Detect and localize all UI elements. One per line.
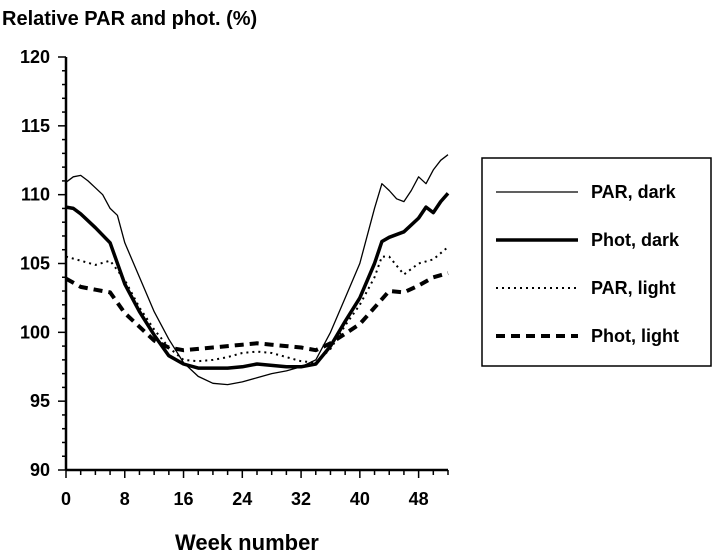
x-tick-label: 24 [232,489,252,509]
series-line-par-dark [65,154,449,386]
x-tick-label: 16 [174,489,194,509]
y-tick-label: 90 [30,460,50,480]
legend-label: Phot, light [591,326,679,346]
legend: PAR, dark Phot, dark PAR, light Phot, light [481,157,712,367]
y-tick-label: 100 [20,322,50,342]
legend-label: PAR, dark [591,182,677,202]
legend-label: Phot, dark [591,230,680,250]
x-tick-label: 40 [350,489,370,509]
series-line-phot-dark [65,192,450,370]
legend-box [481,157,712,367]
y-tick-label: 120 [20,47,50,67]
y-tick-label: 110 [21,185,50,205]
series-layer [65,154,450,386]
x-tick-label: 48 [409,489,429,509]
x-tick-label: 8 [120,489,130,509]
x-tick-label: 32 [291,489,311,509]
series-line-phot-light [65,271,449,353]
y-tick-label: 95 [30,391,50,411]
y-tick-label: 105 [20,254,50,274]
series-line-par-light [65,246,449,364]
x-axis-label: Week number [175,530,319,555]
x-tick-label: 0 [61,489,71,509]
axes: 90 95 100 105 110 115 120 0 8 16 24 32 40 48 [20,47,449,509]
legend-label: PAR, light [591,278,676,298]
chart-title: Relative PAR and phot. (%) [2,8,258,30]
y-tick-label: 115 [21,116,50,136]
